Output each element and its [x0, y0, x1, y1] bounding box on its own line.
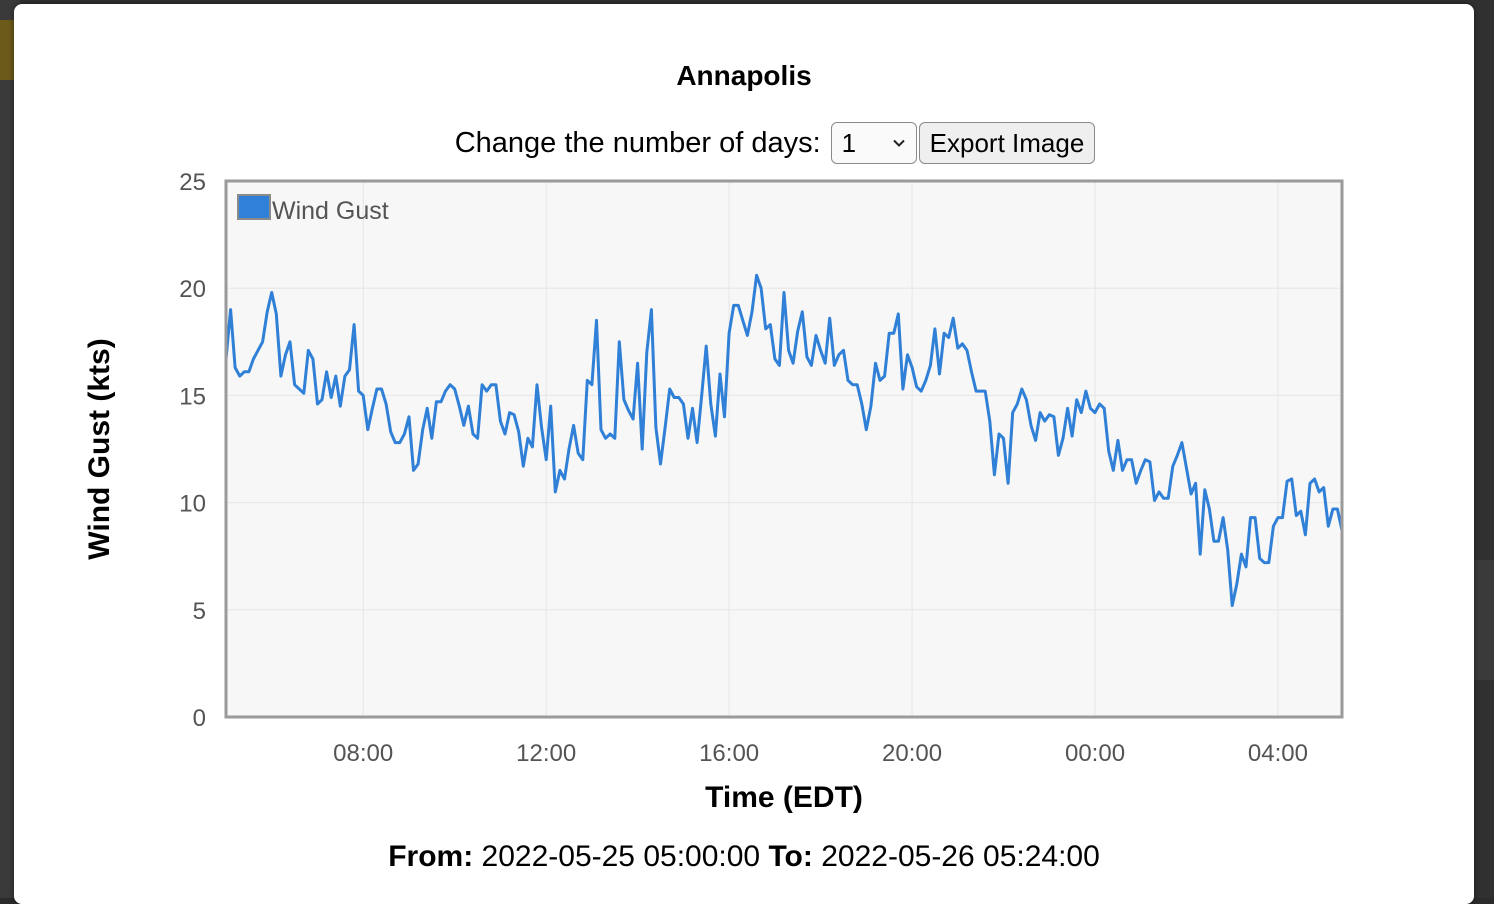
- legend-swatch: [237, 194, 271, 220]
- from-value: 2022-05-25 05:00:00: [481, 840, 761, 873]
- wind-gust-chart: 0 5 10 15 20 25 08:00 12:00 16:00 20:00 00:00 04:00…: [83, 169, 1344, 814]
- station-title: Annapolis: [676, 60, 812, 91]
- y-tick-label: 15: [179, 383, 206, 410]
- y-tick-label: 5: [193, 598, 206, 625]
- to-value: 2022-05-26 05:24:00: [821, 840, 1100, 873]
- export-image-button[interactable]: Export Image: [918, 122, 1096, 164]
- x-tick-label: 00:00: [1065, 740, 1125, 767]
- series-line-wind-gust: [224, 273, 1344, 607]
- plot-background: [226, 181, 1342, 717]
- days-select-value: 1: [841, 127, 857, 158]
- plot-border: [224, 179, 1344, 719]
- x-tick-label: 08:00: [333, 740, 393, 767]
- y-tick-label: 10: [179, 491, 206, 518]
- days-select[interactable]: 1: [830, 122, 917, 164]
- x-tick-label: 20:00: [882, 740, 942, 767]
- to-label: To:: [768, 840, 813, 873]
- from-label: From:: [388, 840, 474, 873]
- x-tick-label: 16:00: [699, 740, 759, 767]
- chart-controls: Change the number of days: 1 Export Imag…: [14, 122, 1474, 164]
- x-axis-title: Time (EDT): [705, 781, 863, 814]
- y-tick-label: 0: [193, 705, 206, 732]
- background-header-strip: [0, 20, 14, 80]
- date-range: From: 2022-05-25 05:00:00 To: 2022-05-26…: [14, 840, 1474, 874]
- y-tick-label: 25: [179, 169, 206, 196]
- days-label: Change the number of days:: [454, 126, 821, 159]
- chart-modal: Annapolis Change the number of days: 1 E…: [14, 4, 1474, 904]
- x-tick-label: 12:00: [516, 740, 576, 767]
- legend-label: Wind Gust: [272, 197, 389, 225]
- y-tick-label: 20: [179, 276, 206, 303]
- y-axis-title: Wind Gust (kts): [83, 338, 116, 559]
- chevron-down-icon: [892, 139, 905, 147]
- background-page-edge-right: [1474, 560, 1494, 680]
- x-tick-label: 04:00: [1248, 740, 1308, 767]
